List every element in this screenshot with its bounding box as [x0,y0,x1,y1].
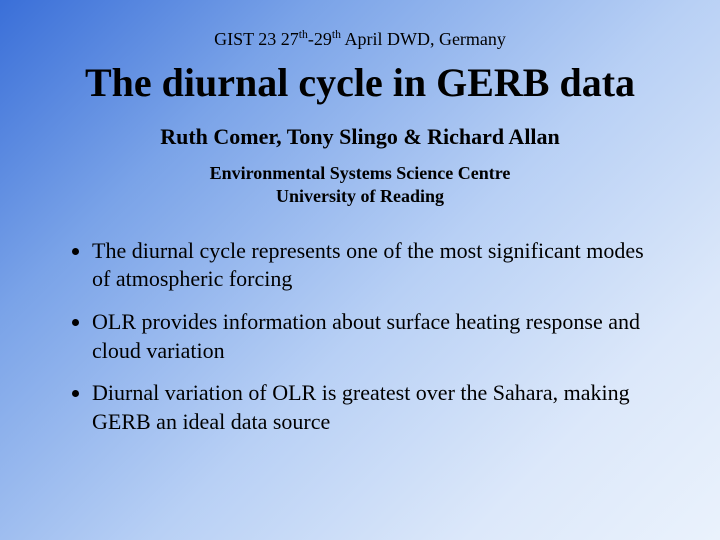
list-item: Diurnal variation of OLR is greatest ove… [92,379,672,436]
affiliation-line2: University of Reading [48,185,672,208]
affiliation-block: Environmental Systems Science Centre Uni… [48,162,672,209]
list-item: OLR provides information about surface h… [92,308,672,365]
header-prefix: GIST 23 27 [214,29,299,49]
authors-line: Ruth Comer, Tony Slingo & Richard Allan [48,124,672,150]
affiliation-line1: Environmental Systems Science Centre [48,162,672,185]
bullet-list: The diurnal cycle represents one of the … [48,237,672,437]
header-suffix: April DWD, Germany [341,29,506,49]
header-sup1: th [299,28,308,41]
list-item: The diurnal cycle represents one of the … [92,237,672,294]
conference-header: GIST 23 27th-29th April DWD, Germany [48,28,672,50]
slide-title: The diurnal cycle in GERB data [48,60,672,106]
header-mid: -29 [308,29,332,49]
header-sup2: th [332,28,341,41]
